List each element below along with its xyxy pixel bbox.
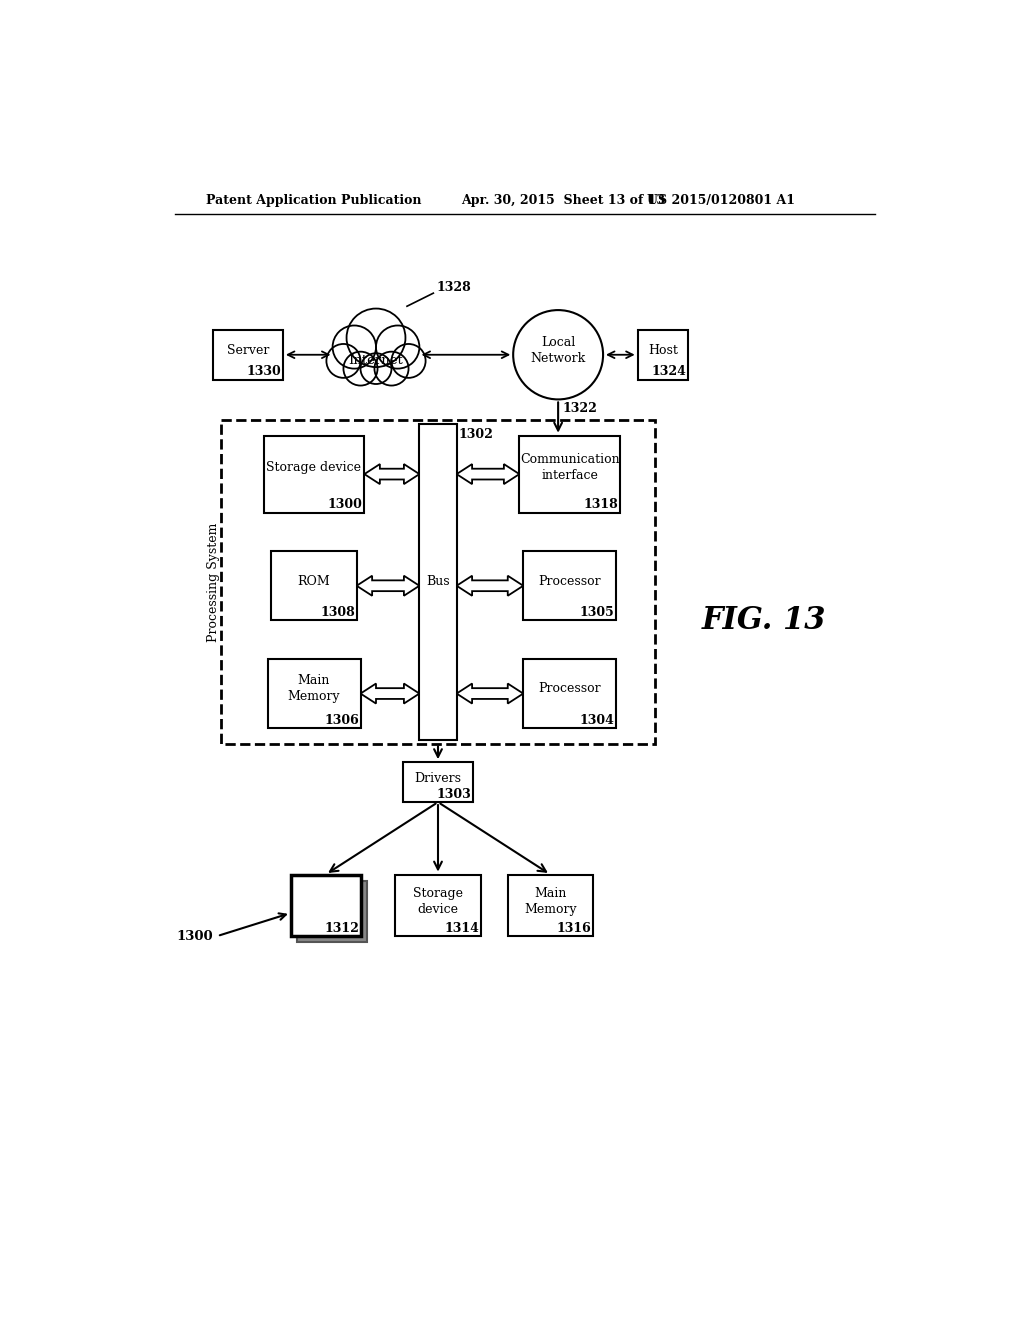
Text: 1300: 1300 (176, 929, 213, 942)
Text: 1318: 1318 (584, 498, 618, 511)
Circle shape (346, 309, 406, 367)
Text: Patent Application Publication: Patent Application Publication (206, 194, 421, 207)
Text: Processing System: Processing System (207, 523, 220, 642)
FancyBboxPatch shape (523, 552, 616, 620)
Text: 1302: 1302 (458, 428, 493, 441)
FancyBboxPatch shape (395, 874, 480, 936)
Text: 1314: 1314 (444, 921, 479, 935)
Text: Main
Memory: Main Memory (524, 887, 577, 916)
FancyBboxPatch shape (420, 424, 457, 739)
Text: 1328: 1328 (436, 281, 471, 294)
Text: Local
Network: Local Network (530, 337, 586, 366)
Text: Server: Server (227, 343, 269, 356)
FancyBboxPatch shape (271, 552, 356, 620)
FancyBboxPatch shape (638, 330, 688, 380)
Text: 1305: 1305 (580, 606, 614, 619)
Text: 1330: 1330 (247, 366, 282, 379)
Circle shape (327, 345, 360, 378)
Polygon shape (457, 465, 519, 484)
Text: Host: Host (648, 343, 678, 356)
FancyBboxPatch shape (267, 659, 360, 729)
Text: 1324: 1324 (651, 366, 686, 379)
Circle shape (513, 310, 603, 400)
Text: ROM: ROM (298, 574, 331, 587)
Text: Main
Memory: Main Memory (288, 675, 340, 704)
Text: FIG. 13: FIG. 13 (701, 605, 825, 636)
Text: Storage device: Storage device (266, 462, 361, 474)
Text: 1300: 1300 (328, 498, 362, 511)
Circle shape (343, 351, 378, 385)
Polygon shape (360, 684, 420, 704)
FancyBboxPatch shape (291, 874, 360, 936)
Text: Processor: Processor (539, 682, 601, 696)
Text: 1316: 1316 (557, 921, 592, 935)
Polygon shape (457, 684, 523, 704)
Text: Drivers: Drivers (415, 772, 462, 785)
FancyBboxPatch shape (297, 880, 367, 942)
Text: Internet: Internet (348, 354, 403, 367)
Polygon shape (457, 576, 523, 595)
Text: Processor: Processor (539, 574, 601, 587)
Circle shape (360, 354, 391, 384)
Text: Storage
device: Storage device (413, 887, 463, 916)
Polygon shape (334, 351, 419, 378)
Text: Communication
interface: Communication interface (520, 454, 620, 482)
FancyBboxPatch shape (403, 762, 473, 803)
Text: 1306: 1306 (325, 714, 359, 726)
Text: 1312: 1312 (324, 921, 359, 935)
Text: 1308: 1308 (321, 606, 355, 619)
Text: 1322: 1322 (562, 401, 597, 414)
Circle shape (391, 345, 426, 378)
Text: Bus: Bus (426, 576, 450, 589)
Circle shape (333, 326, 376, 368)
FancyBboxPatch shape (519, 436, 621, 512)
Text: Apr. 30, 2015  Sheet 13 of 13: Apr. 30, 2015 Sheet 13 of 13 (461, 194, 666, 207)
Text: 1303: 1303 (436, 788, 471, 800)
Polygon shape (356, 576, 420, 595)
Circle shape (375, 351, 409, 385)
Polygon shape (365, 465, 420, 484)
FancyBboxPatch shape (523, 659, 616, 729)
FancyBboxPatch shape (508, 874, 593, 936)
Circle shape (376, 326, 420, 368)
FancyBboxPatch shape (263, 436, 365, 512)
FancyBboxPatch shape (213, 330, 283, 380)
Text: 1304: 1304 (580, 714, 614, 726)
Text: US 2015/0120801 A1: US 2015/0120801 A1 (647, 194, 796, 207)
